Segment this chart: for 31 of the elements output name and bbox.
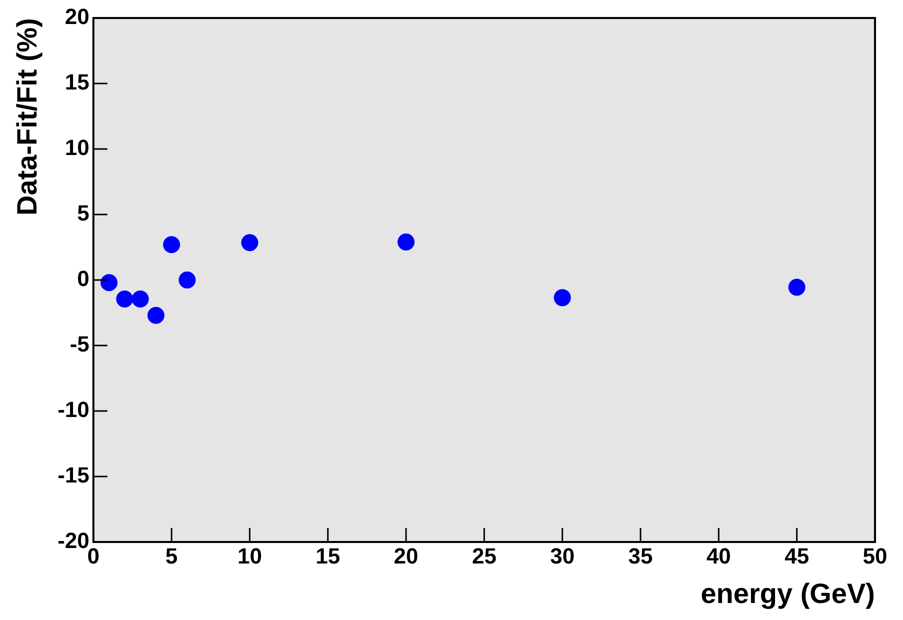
x-tick-label: 10 — [237, 543, 262, 568]
y-tick-label: -20 — [58, 528, 90, 554]
point — [116, 290, 134, 308]
x-tick-label: 30 — [550, 543, 575, 568]
point — [163, 236, 180, 254]
x-tick-label: 5 — [165, 543, 178, 568]
x-tick-label: 35 — [628, 543, 653, 568]
x-axis-title: energy (GeV) — [700, 578, 875, 609]
x-tick-label: 50 — [862, 543, 888, 568]
point — [241, 234, 258, 252]
point — [147, 306, 164, 324]
x-tick-label: 45 — [784, 543, 810, 568]
point — [100, 274, 118, 292]
y-tick-label: 15 — [64, 70, 90, 95]
point — [398, 234, 415, 251]
x-tick-label: 20 — [394, 543, 418, 568]
x-tick-label: 40 — [706, 543, 731, 568]
point — [788, 278, 806, 296]
point — [178, 272, 196, 288]
point — [554, 289, 571, 306]
y-tick-label: -15 — [58, 462, 90, 488]
y-tick-label: 10 — [64, 135, 90, 160]
y-tick-label: -5 — [70, 332, 90, 357]
x-tick-label: 15 — [316, 543, 340, 568]
y-tick-label: 20 — [64, 4, 90, 30]
y-tick-label: 5 — [77, 200, 90, 226]
y-axis-title: Data-Fit/Fit (%) — [12, 18, 43, 216]
y-tick-label: -10 — [58, 397, 90, 422]
point — [132, 290, 149, 308]
y-tick-label: 0 — [77, 266, 90, 292]
x-tick-label: 25 — [472, 543, 496, 568]
